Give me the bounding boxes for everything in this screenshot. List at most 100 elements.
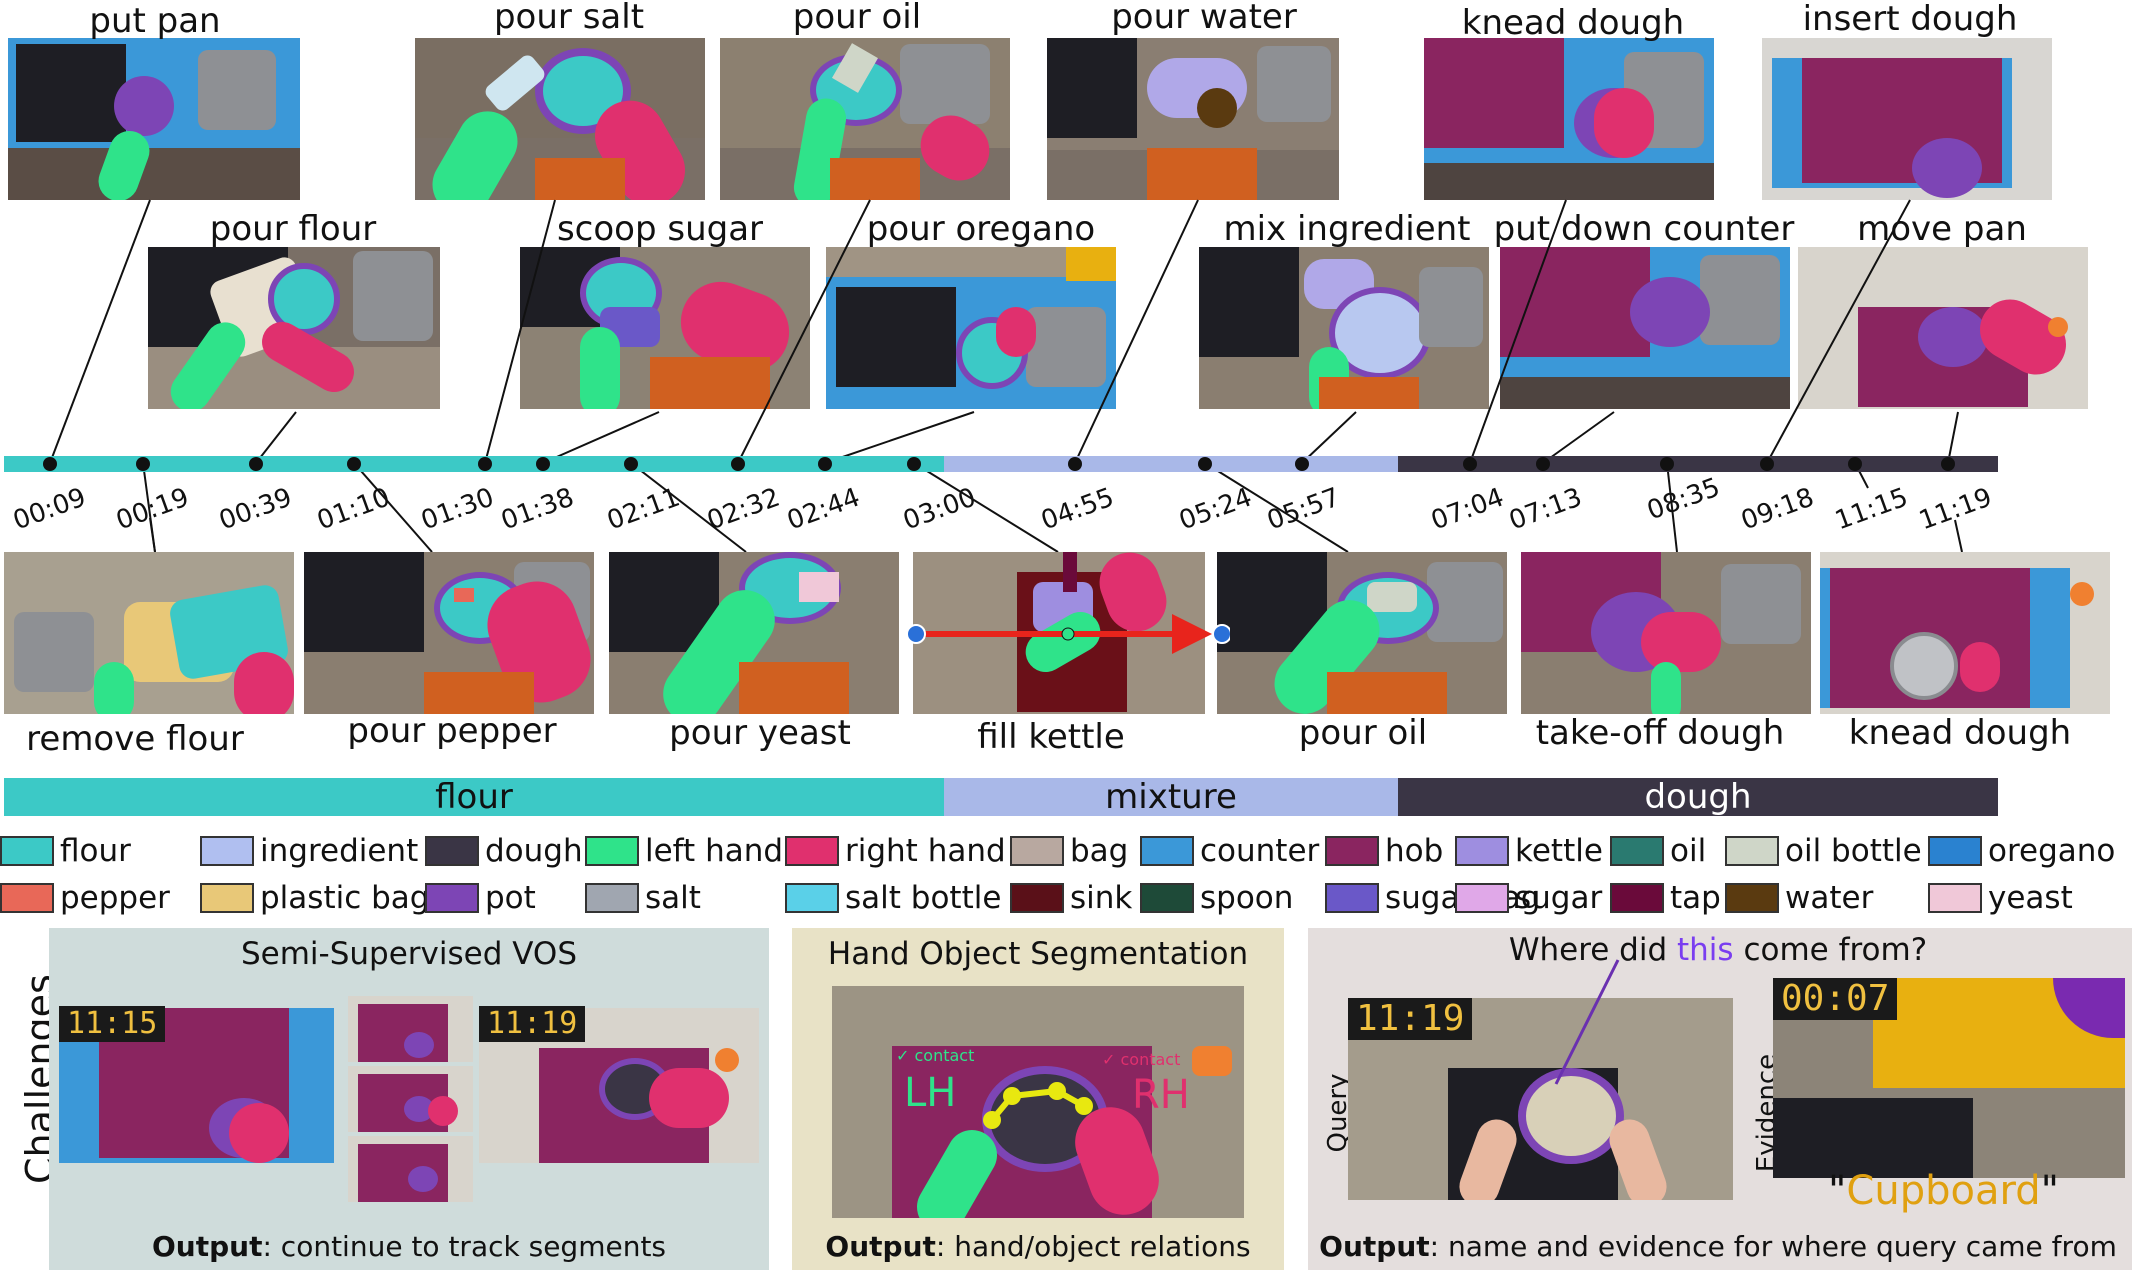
phase-mixture: mixture (944, 777, 1398, 817)
legend-swatch (200, 836, 254, 866)
timeline-dot (1536, 457, 1550, 471)
legend-item-oregano: oregano (1928, 833, 2115, 869)
legend-item-sugar: sugar (1455, 880, 1602, 916)
legend-label: pot (485, 880, 536, 916)
label-knead-dough: knead dough (1461, 3, 1685, 43)
legend-label: hob (1385, 833, 1444, 869)
legend-swatch (1610, 883, 1664, 913)
label-scoop-sugar: scoop sugar (556, 209, 764, 249)
legend-swatch (585, 836, 639, 866)
frame-pour-pepper (304, 552, 594, 714)
frame-take-off-dough (1521, 552, 1811, 714)
timeline-dot (536, 457, 550, 471)
legend-label: left hand (645, 833, 784, 869)
legend-swatch (1455, 883, 1509, 913)
legend-label: counter (1200, 833, 1320, 869)
legend-swatch (1610, 836, 1664, 866)
legend-item-plastic-bag: plastic bag (200, 880, 429, 916)
legend-item-oil-bottle: oil bottle (1725, 833, 1922, 869)
legend-label: bag (1070, 833, 1129, 869)
label-fill-kettle: fill kettle (977, 717, 1125, 757)
legend-label: salt (645, 880, 701, 916)
legend-item-dough: dough (425, 833, 583, 869)
legend-item-hob: hob (1325, 833, 1443, 869)
legend-swatch (0, 883, 54, 913)
frame-mix-ingredient (1199, 247, 1489, 409)
frame-scoop-sugar (520, 247, 810, 409)
label-pour-oil-bottom: pour oil (1298, 713, 1428, 753)
label-pour-salt: pour salt (493, 0, 645, 37)
hos-frame (832, 986, 1244, 1218)
where-title: Where did this come from? (1508, 932, 1928, 968)
legend-swatch (1325, 883, 1379, 913)
timeline-dough (1398, 456, 1998, 472)
legend-item-right-hand: right hand (785, 833, 1006, 869)
legend-item-salt: salt (585, 880, 701, 916)
legend-swatch (1455, 836, 1509, 866)
label-insert-dough: insert dough (1802, 0, 2018, 39)
frame-pour-oil-bottom (1217, 552, 1507, 714)
legend-item-tap: tap (1610, 880, 1721, 916)
legend-label: right hand (845, 833, 1006, 869)
timeline-dot (624, 457, 638, 471)
legend-swatch (1928, 836, 1982, 866)
label-put-pan: put pan (89, 1, 221, 41)
legend-item-ingredient: ingredient (200, 833, 418, 869)
timeline-dot (907, 457, 921, 471)
phase-flour: flour (4, 777, 944, 817)
frame-pour-yeast (609, 552, 899, 714)
legend-swatch (425, 883, 479, 913)
kettle-motion-arrow (906, 614, 1230, 654)
legend-item-kettle: kettle (1455, 833, 1603, 869)
timeline-flour (4, 456, 944, 472)
legend-item-pepper: pepper (0, 880, 170, 916)
legend-label: ingredient (260, 833, 419, 869)
timeline-dot (1068, 457, 1082, 471)
legend-label: spoon (1200, 880, 1294, 916)
timeline-dot (1848, 457, 1862, 471)
evidence-time: 00:07 (1773, 978, 1898, 1020)
vos-frame-small-2 (348, 1066, 473, 1132)
label-move-pan: move pan (1857, 209, 2027, 249)
hos-contact-overlay (983, 1082, 1093, 1129)
frame-pour-flour (148, 247, 440, 409)
query-time: 11:19 (1348, 998, 1473, 1040)
timeline-dot (1941, 457, 1955, 471)
timeline-dot (347, 457, 361, 471)
legend-item-flour: flour (0, 833, 131, 869)
legend-label: oil bottle (1785, 833, 1922, 869)
vos-time-a: 11:15 (59, 1006, 166, 1042)
vos-output: Output: continue to track segments (151, 1230, 667, 1263)
legend-swatch (785, 836, 839, 866)
legend-item-salt-bottle: salt bottle (785, 880, 1001, 916)
legend-swatch (585, 883, 639, 913)
legend-label: yeast (1988, 880, 2073, 916)
frame-pour-oregano (826, 247, 1116, 409)
legend-swatch (1140, 836, 1194, 866)
legend-label: flour (60, 833, 131, 869)
legend-label: oil (1670, 833, 1707, 869)
hos-title: Hand Object Segmentation (827, 936, 1249, 972)
frame-remove-flour (4, 552, 294, 714)
vos-frame-small-1 (348, 996, 473, 1062)
timeline-dot (43, 457, 57, 471)
legend-swatch (1010, 883, 1064, 913)
legend-item-counter: counter (1140, 833, 1319, 869)
label-pour-pepper: pour pepper (347, 711, 557, 751)
where-output: Output: name and evidence for where quer… (1319, 1230, 2117, 1263)
legend-item-left-hand: left hand (585, 833, 783, 869)
legend-item-oil: oil (1610, 833, 1706, 869)
legend-swatch (1140, 883, 1194, 913)
label-knead-dough-bottom: knead dough (1848, 713, 2072, 753)
legend-label: kettle (1515, 833, 1603, 869)
query-frame (1348, 998, 1733, 1200)
label-pour-flour: pour flour (209, 209, 377, 249)
query-pointer-line (1554, 959, 1620, 1085)
frame-pour-oil (720, 38, 1010, 200)
frame-pour-water (1047, 38, 1339, 200)
hos-lh-contact: ✓ contact (896, 1046, 975, 1065)
timeline-dot (731, 457, 745, 471)
hos-lh-label: LH (904, 1070, 957, 1116)
legend-item-pot: pot (425, 880, 536, 916)
evidence-answer: "Cupboard" (1828, 1168, 2059, 1214)
